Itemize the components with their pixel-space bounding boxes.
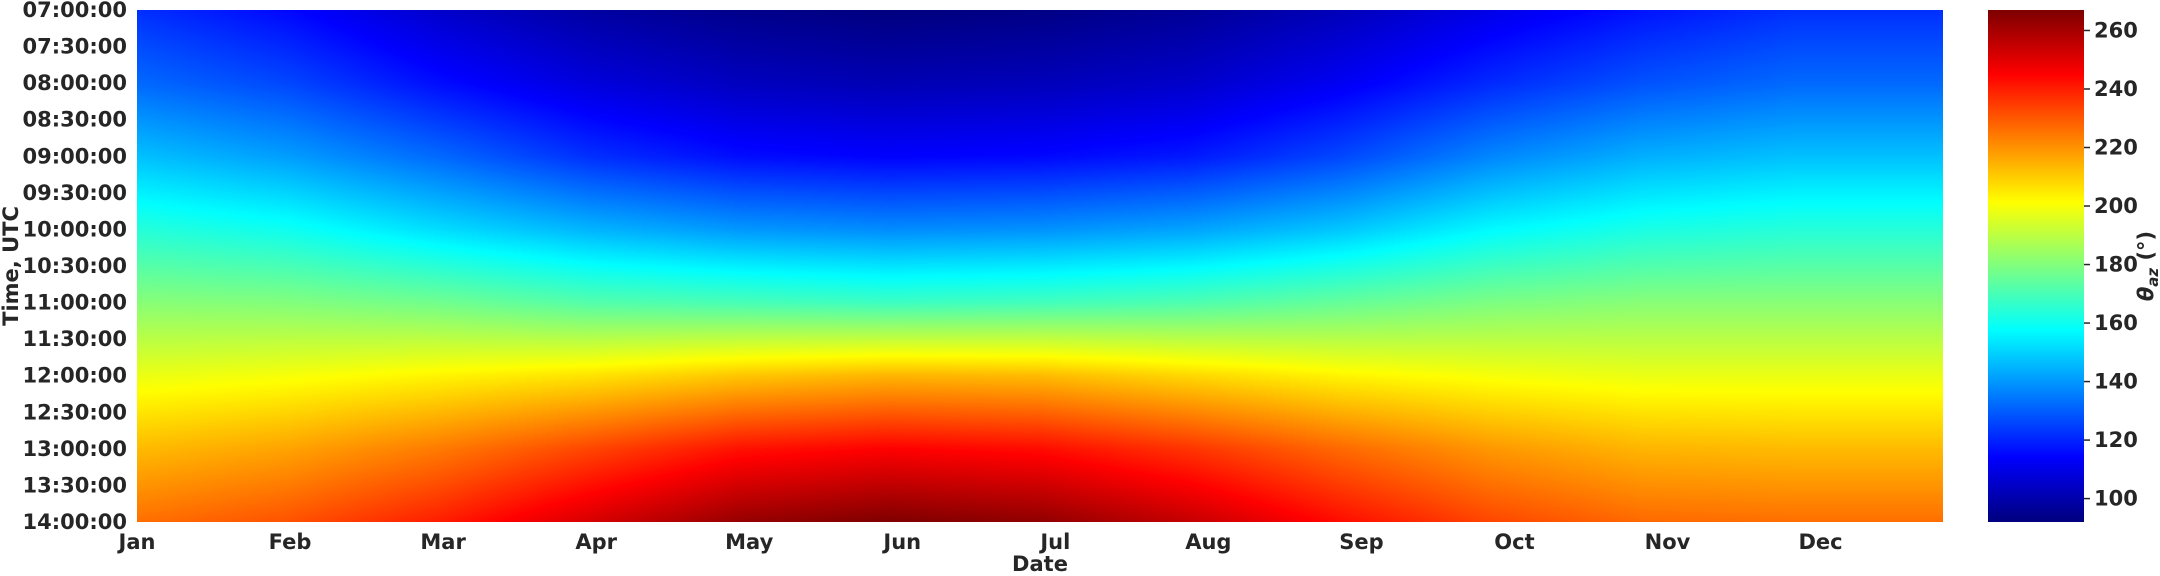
colorbar-gradient (1988, 10, 2084, 522)
y-tick-label: 13:30:00 (23, 473, 127, 497)
colorbar-tick-label: 140 (2094, 370, 2138, 394)
x-tick-label: Nov (1645, 530, 1691, 554)
x-tick-label: Sep (1339, 530, 1383, 554)
y-axis-ticks: 07:00:00 07:30:00 08:00:00 08:30:00 09:00:00… (23, 0, 127, 534)
colorbar-tick-label: 100 (2094, 487, 2138, 511)
y-tick-label: 08:30:00 (23, 108, 127, 132)
y-tick-label: 11:30:00 (23, 327, 127, 351)
x-tick-label: Dec (1798, 530, 1842, 554)
x-tick-label: Oct (1494, 530, 1534, 554)
y-tick-label: 10:30:00 (23, 254, 127, 278)
y-tick-label: 07:00:00 (23, 0, 127, 22)
colorbar-label: θaz (°) (2134, 231, 2160, 301)
x-tick-label: Jan (117, 530, 156, 554)
x-tick-label: Feb (269, 530, 312, 554)
x-tick-label: Mar (420, 530, 466, 554)
x-tick-label: Aug (1185, 530, 1231, 554)
colorbar-tick-label: 240 (2094, 77, 2138, 101)
colorbar: 100 120 140 160 180 200 220 240 260 θaz (°) (1988, 10, 2160, 522)
y-tick-label: 08:00:00 (23, 71, 127, 95)
y-tick-label: 09:30:00 (23, 181, 127, 205)
y-axis-label: Time, UTC (0, 206, 23, 326)
colorbar-unit: (°) (2134, 231, 2158, 268)
x-axis-label: Date (1012, 552, 1068, 576)
heatmap-plot-area (137, 10, 1943, 522)
colorbar-symbol: θ (2134, 287, 2158, 301)
colorbar-tick-label: 180 (2094, 253, 2138, 277)
colorbar-tick-label: 120 (2094, 428, 2138, 452)
x-tick-label: May (725, 530, 773, 554)
x-axis-ticks: Jan Feb Mar Apr May Jun Jul Aug Sep Oct Nov Dec (117, 530, 1843, 554)
colorbar-tick-label: 200 (2094, 194, 2138, 218)
x-tick-label: Jul (1038, 530, 1070, 554)
colorbar-tick-label: 160 (2094, 311, 2138, 335)
colorbar-ticks: 100 120 140 160 180 200 220 240 260 (2084, 18, 2138, 511)
y-tick-label: 14:00:00 (23, 510, 127, 534)
y-tick-label: 13:00:00 (23, 437, 127, 461)
y-tick-label: 11:00:00 (23, 291, 127, 315)
y-tick-label: 10:00:00 (23, 217, 127, 241)
colorbar-tick-label: 260 (2094, 18, 2138, 42)
y-tick-label: 07:30:00 (23, 35, 127, 59)
colorbar-subscript: az (2144, 268, 2160, 287)
x-tick-label: Apr (575, 530, 617, 554)
colorbar-tick-label: 220 (2094, 136, 2138, 160)
y-tick-label: 09:00:00 (23, 144, 127, 168)
heatmap-image (137, 10, 1943, 522)
y-tick-label: 12:30:00 (23, 400, 127, 424)
x-tick-label: Jun (881, 530, 921, 554)
y-tick-label: 12:00:00 (23, 364, 127, 388)
